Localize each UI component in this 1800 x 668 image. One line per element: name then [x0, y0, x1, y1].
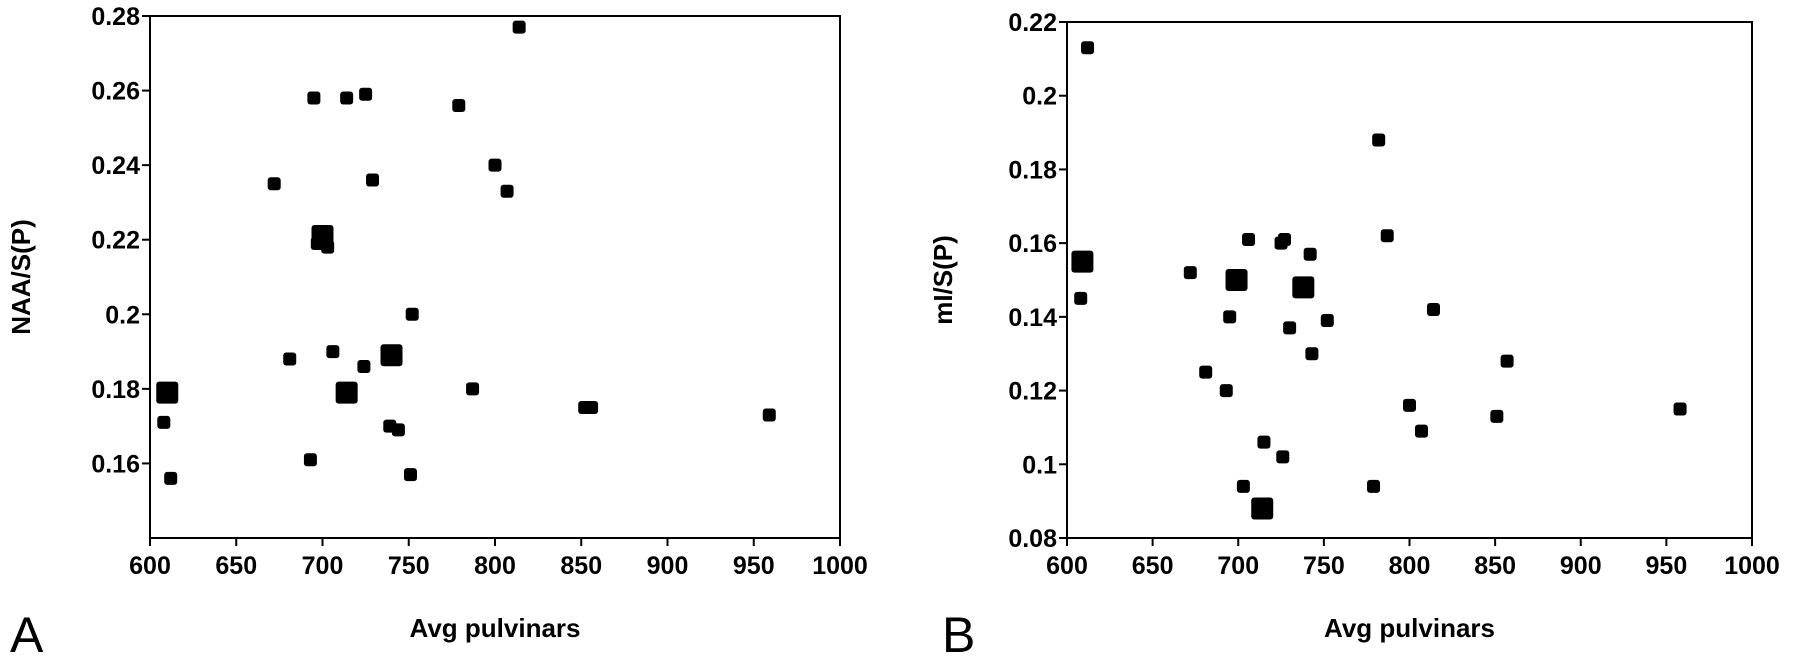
x-axis-label: Avg pulvinars: [410, 613, 581, 643]
y-axis-label: mI/S(P): [928, 235, 958, 325]
data-point: [283, 352, 297, 366]
x-tick-label: 800: [474, 552, 516, 580]
data-point: [321, 240, 335, 254]
x-tick-label: 750: [388, 552, 430, 580]
y-tick-label: 0.22: [1008, 9, 1057, 37]
data-point: [326, 345, 340, 359]
y-tick-label: 0.12: [1008, 378, 1057, 406]
x-tick-label: 900: [647, 552, 689, 580]
data-point: [1426, 302, 1440, 316]
data-point: [1283, 321, 1297, 335]
x-tick-label: 850: [560, 552, 602, 580]
data-point: [1367, 479, 1381, 493]
y-tick-label: 0.2: [105, 301, 140, 329]
x-tick-label: 800: [1389, 552, 1431, 580]
data-point: [156, 381, 179, 404]
data-point: [1071, 250, 1094, 273]
data-point: [403, 468, 417, 482]
x-tick-label: 900: [1560, 552, 1602, 580]
y-tick-label: 0.26: [91, 78, 140, 106]
y-tick-label: 0.08: [1008, 525, 1057, 553]
data-point: [585, 401, 599, 414]
data-point: [357, 359, 371, 373]
x-tick-label: 1000: [812, 552, 868, 580]
data-point: [466, 382, 480, 396]
data-point: [500, 184, 514, 198]
data-point: [1320, 314, 1334, 328]
y-tick-label: 0.18: [1008, 156, 1057, 184]
y-tick-label: 0.2: [1022, 83, 1057, 111]
data-point: [1225, 269, 1248, 291]
data-point: [340, 91, 354, 105]
x-tick-label: 600: [1046, 552, 1088, 580]
data-point: [267, 177, 281, 191]
data-point: [1414, 424, 1428, 438]
y-tick-label: 0.24: [91, 152, 140, 180]
plot-frame: [1066, 21, 1753, 539]
data-point: [366, 173, 380, 187]
x-axis-label: Avg pulvinars: [1324, 613, 1495, 643]
x-tick-label: 600: [129, 552, 171, 580]
y-tick-label: 0.14: [1008, 304, 1057, 332]
data-point: [307, 91, 321, 105]
panel-letter: A: [10, 607, 44, 663]
data-point: [1500, 354, 1514, 368]
data-point: [359, 87, 373, 101]
data-point: [391, 423, 405, 437]
data-point: [157, 415, 171, 429]
data-point: [1372, 133, 1386, 147]
data-point: [1183, 266, 1197, 280]
x-tick-label: 700: [1217, 552, 1259, 580]
panel-b-chart: 600 650 700 750 800 850 900 950 1000 0.08 0.1 0.12 0…: [928, 9, 1780, 663]
plot-frame: [149, 15, 841, 539]
data-point: [1074, 291, 1088, 305]
data-point: [512, 20, 526, 34]
data-point: [164, 471, 178, 485]
y-axis-label: NAA/S(P): [6, 219, 36, 335]
x-tick-label: 950: [733, 552, 775, 580]
data-point: [1292, 276, 1315, 299]
data-point: [1673, 402, 1687, 416]
data-point: [1276, 450, 1290, 464]
data-point: [1081, 41, 1095, 55]
data-point: [303, 453, 317, 467]
y-tick-label: 0.18: [91, 376, 140, 404]
data-point: [452, 98, 466, 112]
data-point: [1219, 384, 1233, 398]
y-tick-label: 0.22: [91, 227, 140, 255]
data-point: [1277, 232, 1291, 246]
panel-letter: B: [942, 607, 975, 663]
x-tick-label: 650: [215, 552, 257, 580]
data-point: [1223, 310, 1237, 324]
data-point: [488, 158, 502, 172]
data-point: [1257, 435, 1271, 449]
x-tick-label: 700: [302, 552, 344, 580]
y-tick-label: 0.16: [91, 450, 140, 478]
data-point: [1380, 229, 1394, 243]
data-point: [1303, 247, 1317, 261]
data-point: [1242, 232, 1256, 246]
data-point: [1236, 479, 1250, 493]
data-point: [1490, 409, 1504, 423]
data-point: [1251, 497, 1274, 520]
data-point: [310, 236, 324, 250]
data-point: [335, 381, 358, 404]
x-tick-label: 650: [1132, 552, 1174, 580]
y-tick-label: 0.28: [91, 3, 140, 31]
data-point: [1305, 347, 1319, 361]
x-tick-label: 1000: [1724, 552, 1780, 580]
data-point: [380, 344, 403, 367]
data-point: [1403, 398, 1416, 412]
panel-a-chart: 600 650 700 750 800 850 900 950 1000 0.16 0.18 0.2 0…: [6, 3, 868, 663]
x-tick-label: 750: [1303, 552, 1345, 580]
data-point: [405, 307, 419, 321]
data-point: [762, 408, 776, 422]
y-tick-label: 0.1: [1022, 451, 1057, 479]
x-tick-label: 950: [1646, 552, 1688, 580]
y-tick-label: 0.16: [1008, 230, 1057, 258]
x-tick-label: 850: [1474, 552, 1516, 580]
data-point: [1199, 365, 1213, 379]
